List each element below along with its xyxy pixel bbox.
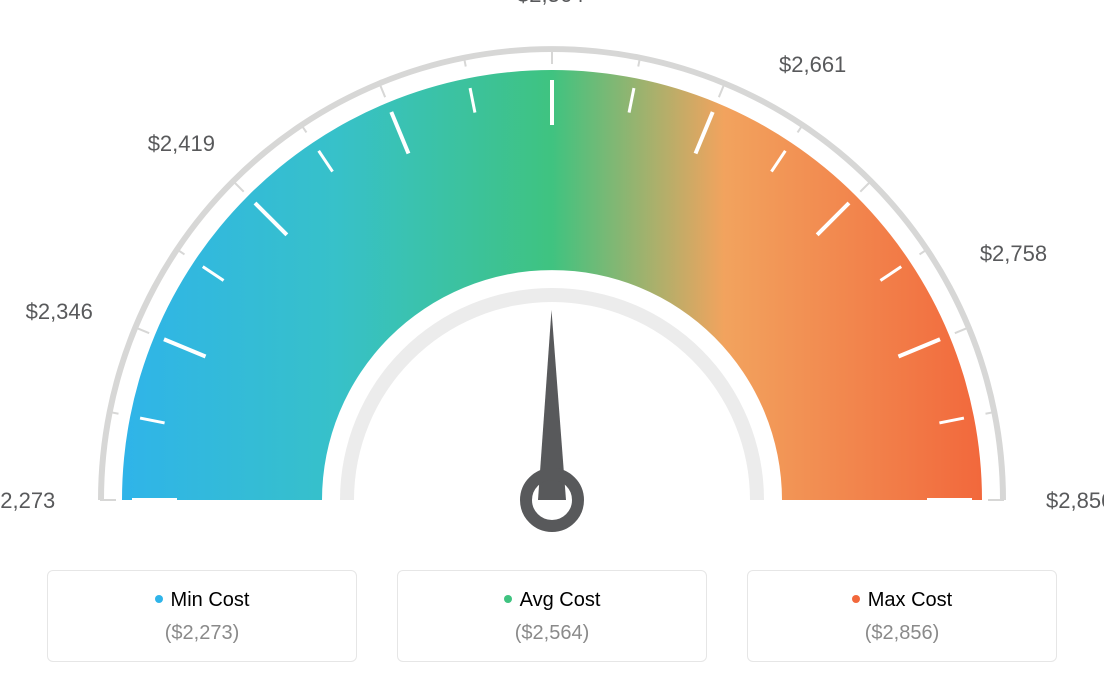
legend-title-min: Min Cost [48,589,356,612]
gauge-tick-label: $2,856 [1046,488,1104,514]
legend-value-avg: ($2,564) [398,622,706,645]
gauge-tick-label: $2,419 [148,131,215,157]
gauge-tick-label: $2,564 [517,0,584,8]
gauge-tick-label: $2,661 [779,52,846,78]
gauge-tick-label: $2,346 [26,299,93,325]
dot-icon [852,595,860,603]
legend-row: Min Cost ($2,273) Avg Cost ($2,564) Max … [0,570,1104,662]
legend-title-text: Max Cost [868,589,952,611]
gauge-chart: $2,273 $2,346 $2,419 $2,564 $2,661 $2,758 $2,8… [0,0,1104,560]
dot-icon [155,595,163,603]
legend-card-max: Max Cost ($2,856) [747,570,1057,662]
dot-icon [504,595,512,603]
gauge-tick-label: $2,273 [0,488,55,514]
legend-value-min: ($2,273) [48,622,356,645]
legend-title-max: Max Cost [748,589,1056,612]
legend-card-min: Min Cost ($2,273) [47,570,357,662]
legend-card-avg: Avg Cost ($2,564) [397,570,707,662]
legend-title-text: Avg Cost [520,589,601,611]
gauge-tick-label: $2,758 [980,241,1047,267]
legend-value-max: ($2,856) [748,622,1056,645]
legend-title-text: Min Cost [171,589,250,611]
gauge-svg [0,0,1104,560]
legend-title-avg: Avg Cost [398,589,706,612]
